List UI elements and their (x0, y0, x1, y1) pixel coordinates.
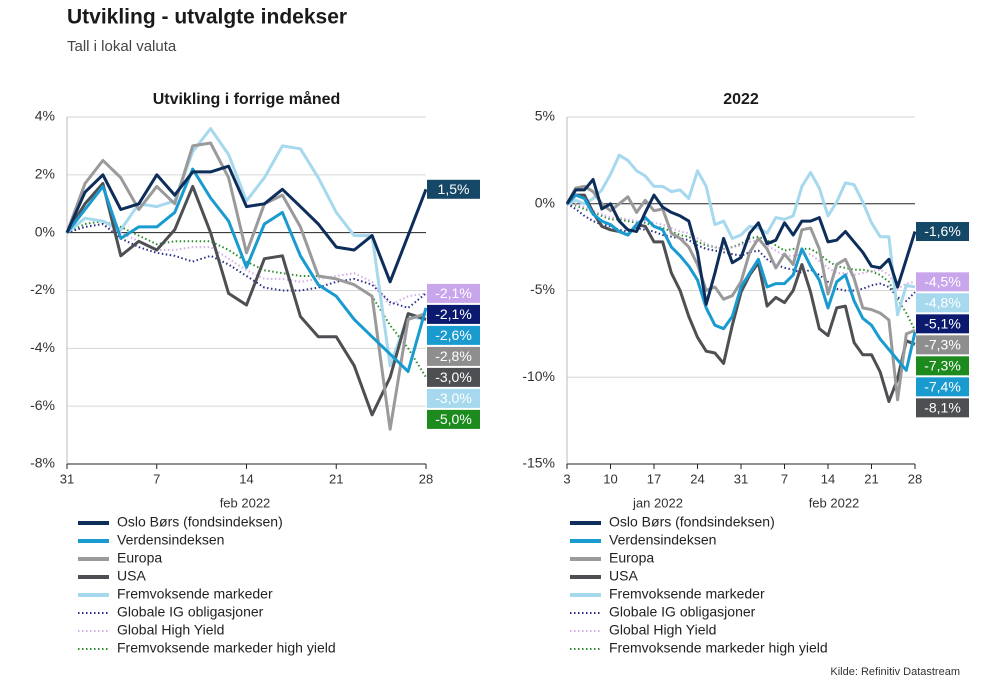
end-label: -7,3% (924, 358, 961, 374)
series-line (65, 167, 428, 373)
end-label: -5,1% (924, 316, 961, 332)
end-label-box (916, 314, 969, 334)
legend-label: USA (609, 568, 638, 584)
end-label-box (427, 283, 480, 303)
x-tick-label: 14 (821, 471, 835, 486)
legend-label: Fremvoksende markeder (609, 586, 765, 602)
series-line (565, 193, 916, 403)
y-tick-label: -6% (30, 397, 55, 413)
y-tick-label: -2% (30, 281, 55, 297)
x-tick-label: 3 (563, 471, 570, 486)
series-line (567, 202, 916, 290)
chart-title: 2022 (723, 91, 759, 108)
x-group-label: feb 2022 (809, 495, 860, 510)
series-line (565, 193, 917, 372)
series-line (66, 223, 427, 306)
legend-label: Europa (609, 550, 654, 566)
end-label: -2,1% (435, 306, 472, 322)
end-label-box (916, 272, 969, 292)
end-label: -4,5% (924, 274, 961, 290)
legend-label: Fremvoksende markeder (117, 586, 273, 602)
end-label: -2,8% (435, 348, 472, 364)
series-line (565, 184, 916, 402)
x-tick-label: 21 (864, 471, 878, 486)
y-tick-label: 5% (535, 108, 555, 124)
end-label: -3,0% (435, 369, 472, 385)
series-line (566, 153, 916, 317)
end-label: -4,8% (924, 295, 961, 311)
series-line (66, 127, 427, 368)
x-tick-label: 21 (329, 471, 343, 486)
series-line (65, 141, 427, 431)
end-label: -2,6% (435, 327, 472, 343)
x-tick-label: 14 (239, 471, 253, 486)
legend-label: Verdensindeksen (609, 532, 716, 548)
y-tick-label: -15% (522, 455, 555, 471)
end-label-box (427, 179, 480, 199)
x-tick-label: 28 (419, 471, 433, 486)
chart-title: Utvikling i forrige måned (153, 90, 341, 108)
end-label-box (427, 346, 480, 366)
x-tick-label: 31 (734, 471, 748, 486)
end-label-box (916, 377, 969, 397)
legend-label: Oslo Børs (fondsindeksen) (609, 514, 775, 530)
end-label-box (427, 304, 480, 324)
series-line (66, 220, 427, 378)
page-subtitle: Tall i lokal valuta (67, 38, 177, 55)
legend-label: Globale IG obligasjoner (609, 604, 756, 620)
end-label: -5,0% (435, 411, 472, 427)
y-tick-label: -8% (30, 455, 55, 471)
legend-label: Global High Yield (609, 622, 716, 638)
y-tick-label: 0% (535, 194, 555, 210)
x-group-label: jan 2022 (632, 495, 683, 510)
series-line (66, 223, 427, 309)
y-tick-label: -4% (30, 339, 55, 355)
end-label-box (427, 388, 480, 408)
x-tick-label: 28 (908, 471, 922, 486)
legend-label: Fremvoksende markeder high yield (117, 640, 336, 656)
end-label-box (916, 398, 969, 418)
y-tick-label: 0% (35, 223, 55, 239)
x-tick-label: 31 (60, 471, 74, 486)
y-tick-label: -5% (530, 281, 555, 297)
x-group-label: feb 2022 (220, 495, 271, 510)
y-tick-label: -10% (522, 368, 555, 384)
legend-label: Global High Yield (117, 622, 224, 638)
legend-label: Globale IG obligasjoner (117, 604, 264, 620)
end-label-box (427, 409, 480, 429)
legend-label: Fremvoksende markeder high yield (609, 640, 828, 656)
series-line (565, 178, 917, 306)
end-label-box (916, 222, 969, 242)
end-label: -3,0% (435, 390, 472, 406)
legend-label: Europa (117, 550, 162, 566)
end-label-box (916, 293, 969, 313)
end-label-box (427, 325, 480, 345)
source: Kilde: Refinitiv Datastream (830, 666, 960, 678)
x-tick-label: 7 (153, 471, 160, 486)
x-tick-label: 7 (781, 471, 788, 486)
end-label: -7,3% (924, 337, 961, 353)
x-tick-label: 17 (647, 471, 661, 486)
end-label: 1,5% (438, 181, 470, 197)
end-label-box (916, 335, 969, 355)
legend-label: Verdensindeksen (117, 532, 224, 548)
series-line (65, 164, 428, 284)
y-tick-label: 2% (35, 166, 55, 182)
series-line (65, 182, 427, 417)
end-label: -2,1% (435, 285, 472, 301)
x-tick-label: 10 (603, 471, 617, 486)
end-label: -7,4% (924, 379, 961, 395)
legend-label: Oslo Børs (fondsindeksen) (117, 514, 283, 530)
end-label: -8,1% (924, 400, 961, 416)
page-title: Utvikling - utvalgte indekser (67, 6, 347, 29)
series-line (566, 202, 916, 331)
end-label: -1,6% (924, 223, 961, 239)
end-label-box (916, 356, 969, 376)
x-tick-label: 24 (690, 471, 704, 486)
end-label-box (427, 367, 480, 387)
y-tick-label: 4% (35, 108, 55, 124)
legend-label: USA (117, 568, 146, 584)
